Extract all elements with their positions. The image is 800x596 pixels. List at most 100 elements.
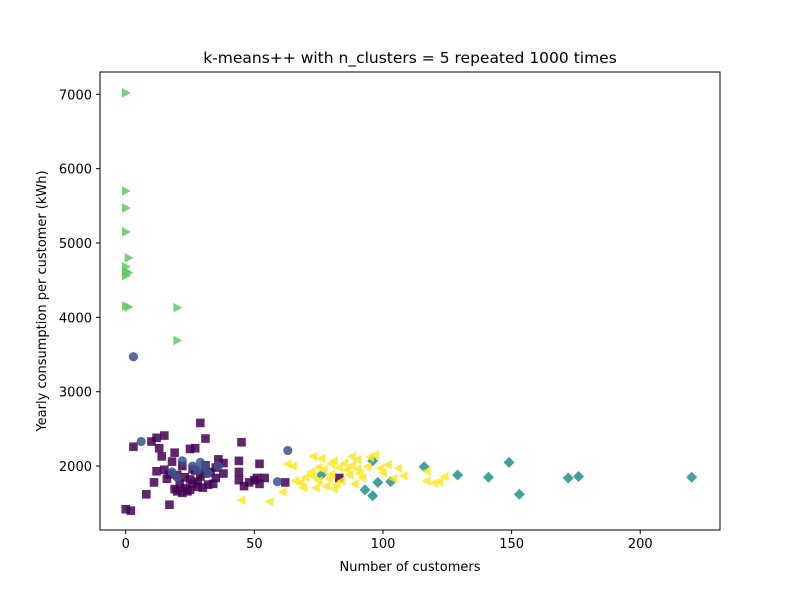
- data-point-circle: [203, 468, 213, 479]
- data-point-square: [185, 485, 195, 495]
- data-point-triangle-left: [336, 476, 346, 486]
- x-tick-label: 150: [499, 537, 524, 552]
- data-point-triangle-left: [287, 461, 297, 471]
- data-point-square: [160, 431, 169, 440]
- y-tick-label: 5000: [59, 237, 92, 252]
- data-point-circle: [272, 477, 283, 487]
- data-point-square: [180, 472, 190, 482]
- data-point-square: [190, 443, 200, 453]
- chart-title: k-means++ with n_clusters = 5 repeated 1…: [203, 49, 617, 68]
- data-point-triangle-left: [352, 454, 362, 465]
- data-point-triangle-left: [310, 482, 320, 493]
- data-point-diamond: [573, 470, 585, 482]
- data-point-circle: [213, 461, 223, 471]
- data-point-square: [280, 478, 290, 487]
- data-point-triangle-left: [439, 471, 449, 482]
- data-point-square: [196, 418, 205, 428]
- data-point-square: [178, 461, 187, 471]
- data-point-triangle-left: [326, 469, 336, 480]
- data-point-square: [188, 479, 197, 489]
- x-tick-label: 50: [246, 537, 263, 552]
- data-point-triangle-right: [173, 302, 183, 313]
- data-point-diamond: [503, 456, 515, 468]
- data-point-triangle-left: [331, 479, 341, 490]
- data-point-diamond: [482, 471, 494, 483]
- data-point-triangle-right: [124, 253, 134, 263]
- data-point-circle: [136, 436, 146, 447]
- data-point-triangle-left: [421, 476, 431, 486]
- y-tick-label: 3000: [59, 386, 92, 401]
- data-point-square: [157, 452, 167, 461]
- data-point-circle: [193, 465, 203, 476]
- data-point-triangle-left: [236, 495, 246, 506]
- data-point-diamond: [686, 471, 698, 483]
- y-tick-label: 7000: [59, 88, 92, 103]
- data-point-triangle-left: [339, 458, 349, 468]
- data-point-triangle-left: [347, 460, 356, 471]
- data-point-triangle-left: [370, 450, 380, 460]
- data-point-triangle-left: [318, 464, 328, 475]
- data-point-diamond: [513, 488, 525, 500]
- data-point-square: [198, 469, 208, 478]
- data-point-triangle-right: [173, 335, 183, 346]
- y-tick-label: 2000: [59, 460, 92, 475]
- data-point-triangle-left: [290, 476, 300, 486]
- data-point-triangle-left: [349, 479, 359, 489]
- x-axis-label: Number of customers: [339, 560, 480, 575]
- data-point-square: [198, 483, 208, 492]
- data-point-square: [160, 465, 169, 475]
- data-point-triangle-left: [313, 476, 323, 486]
- data-point-triangle-left: [357, 473, 367, 483]
- x-axis-ticks: 0 50 100 150 200: [122, 530, 653, 552]
- plot-frame: [99, 71, 721, 531]
- y-axis-ticks: 2000 3000 4000 5000 6000 7000: [59, 88, 100, 475]
- data-point-diamond: [359, 484, 371, 496]
- data-point-triangle-left: [434, 476, 444, 487]
- data-point-square: [152, 433, 161, 443]
- data-point-square: [260, 473, 269, 483]
- data-point-square: [170, 448, 179, 457]
- data-point-square: [219, 458, 228, 468]
- data-point-square: [234, 475, 244, 485]
- data-point-diamond: [452, 469, 464, 481]
- data-point-triangle-left: [421, 466, 431, 477]
- data-point-square: [239, 481, 249, 491]
- data-point-square: [255, 459, 264, 469]
- data-point-square: [129, 442, 138, 452]
- data-point-square: [121, 504, 131, 514]
- data-point-triangle-right: [124, 302, 134, 312]
- data-point-triangle-left: [383, 459, 392, 470]
- data-point-triangle-left: [334, 462, 344, 473]
- data-point-circle: [172, 472, 182, 482]
- data-point-square: [165, 500, 174, 510]
- data-point-square: [214, 455, 223, 464]
- data-point-diamond: [372, 476, 384, 488]
- data-point-triangle-left: [388, 473, 398, 484]
- data-point-square: [219, 469, 228, 478]
- data-point-diamond: [562, 472, 574, 484]
- data-point-square: [334, 473, 344, 483]
- data-point-square: [178, 488, 187, 498]
- data-point-square: [185, 475, 195, 484]
- y-tick-label: 6000: [59, 163, 92, 178]
- data-point-square: [154, 443, 164, 453]
- data-point-square: [175, 479, 185, 489]
- data-point-square: [193, 482, 203, 492]
- data-point-square: [244, 478, 254, 487]
- data-point-square: [234, 456, 244, 466]
- data-point-square: [234, 467, 244, 477]
- data-point-triangle-left: [362, 462, 372, 472]
- x-tick-label: 0: [122, 537, 130, 552]
- data-point-triangle-left: [341, 464, 351, 475]
- data-point-triangle-left: [300, 472, 310, 483]
- data-point-triangle-right: [121, 203, 131, 213]
- data-point-circle: [128, 352, 139, 362]
- data-point-square: [167, 457, 177, 466]
- data-point-square: [211, 473, 221, 483]
- data-point-square: [255, 479, 264, 489]
- data-point-square: [208, 479, 218, 489]
- data-point-triangle-left: [308, 471, 318, 482]
- data-point-triangle-left: [393, 463, 403, 474]
